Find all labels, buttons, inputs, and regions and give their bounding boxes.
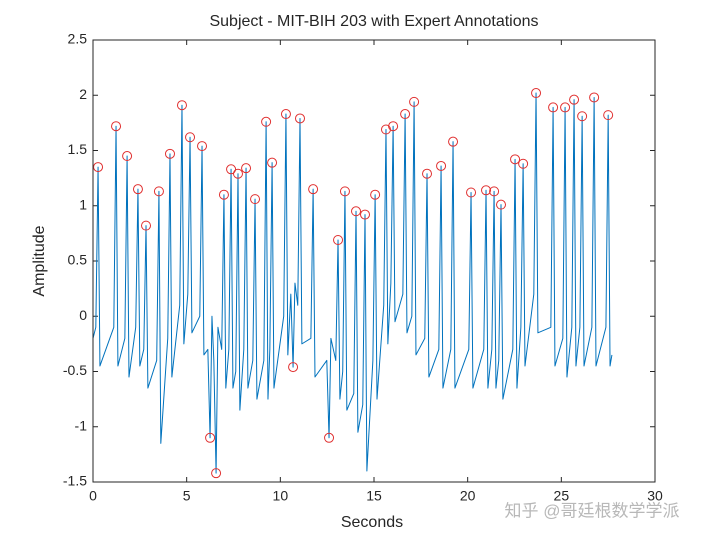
- annotation-marker: [339, 186, 350, 197]
- annotation-marker: [267, 157, 278, 168]
- x-tick-label: 0: [89, 488, 97, 504]
- watermark: 知乎 @哥廷根数学学派: [505, 501, 680, 520]
- annotation-marker: [569, 94, 580, 105]
- annotation-marker: [197, 141, 208, 152]
- annotation-marker: [531, 88, 542, 99]
- annotation-marker: [489, 186, 500, 197]
- annotation-marker: [226, 164, 237, 175]
- annotation-marker: [409, 96, 420, 107]
- annotation-marker: [250, 194, 261, 205]
- annotation-marker: [122, 151, 133, 162]
- annotation-marker: [164, 148, 175, 159]
- y-tick-label: -1: [75, 417, 88, 433]
- annotation-marker: [280, 109, 291, 120]
- annotation-marker: [380, 124, 391, 135]
- x-tick-label: 10: [273, 488, 289, 504]
- x-tick-label: 25: [554, 488, 570, 504]
- annotation-marker: [518, 158, 529, 169]
- annotation-marker: [211, 468, 222, 479]
- annotation-marker: [589, 92, 600, 103]
- annotation-marker: [422, 168, 433, 179]
- annotation-marker: [295, 113, 306, 124]
- y-tick-label: 2.5: [68, 31, 88, 47]
- annotation-marker: [185, 132, 196, 143]
- y-tick-label: 0: [79, 307, 87, 323]
- annotation-marker: [93, 162, 104, 173]
- annotation-marker: [510, 154, 521, 165]
- annotation-marker: [448, 136, 459, 147]
- annotation-marker: [560, 102, 571, 113]
- x-tick-label: 20: [460, 488, 476, 504]
- annotation-marker: [308, 184, 319, 195]
- annotation-marker: [324, 432, 335, 443]
- annotation-marker: [205, 432, 216, 443]
- annotation-marker: [241, 163, 252, 174]
- annotation-marker: [466, 187, 477, 198]
- y-tick-label: 1: [79, 196, 87, 212]
- annotation-marker: [351, 206, 362, 217]
- signal-line: [92, 92, 613, 474]
- annotation-marker: [132, 184, 143, 195]
- annotation-marker: [111, 121, 122, 132]
- annotation-marker: [333, 235, 344, 246]
- x-axis-label: Seconds: [341, 514, 403, 531]
- x-tick-label: 5: [183, 488, 191, 504]
- annotation-marker: [288, 362, 299, 373]
- y-tick-label: -1.5: [63, 473, 87, 489]
- y-tick-label: 1.5: [68, 141, 88, 157]
- annotation-marker: [153, 186, 164, 197]
- annotation-marker: [176, 100, 187, 111]
- annotation-marker: [548, 102, 559, 113]
- plot-frame: [92, 39, 656, 483]
- annotation-marker: [218, 189, 229, 200]
- annotation-marker: [496, 199, 507, 210]
- annotation-marker: [436, 160, 447, 171]
- annotation-marker: [370, 189, 381, 200]
- annotation-marker: [603, 110, 614, 121]
- annotation-marker: [577, 111, 588, 122]
- x-tick-label: 15: [366, 488, 382, 504]
- annotation-marker: [388, 121, 399, 132]
- annotation-marker: [141, 220, 152, 231]
- x-tick-label: 30: [647, 488, 663, 504]
- y-axis-label: Amplitude: [31, 225, 48, 296]
- annotation-marker: [400, 109, 411, 120]
- y-tick-label: 0.5: [68, 252, 88, 268]
- chart-title: Subject - MIT-BIH 203 with Expert Annota…: [209, 13, 538, 30]
- annotation-marker: [481, 185, 492, 196]
- y-tick-label: -0.5: [63, 362, 87, 378]
- annotation-marker: [360, 209, 371, 220]
- y-tick-label: 2: [79, 86, 87, 102]
- annotation-marker: [261, 116, 272, 127]
- annotation-marker: [232, 168, 243, 179]
